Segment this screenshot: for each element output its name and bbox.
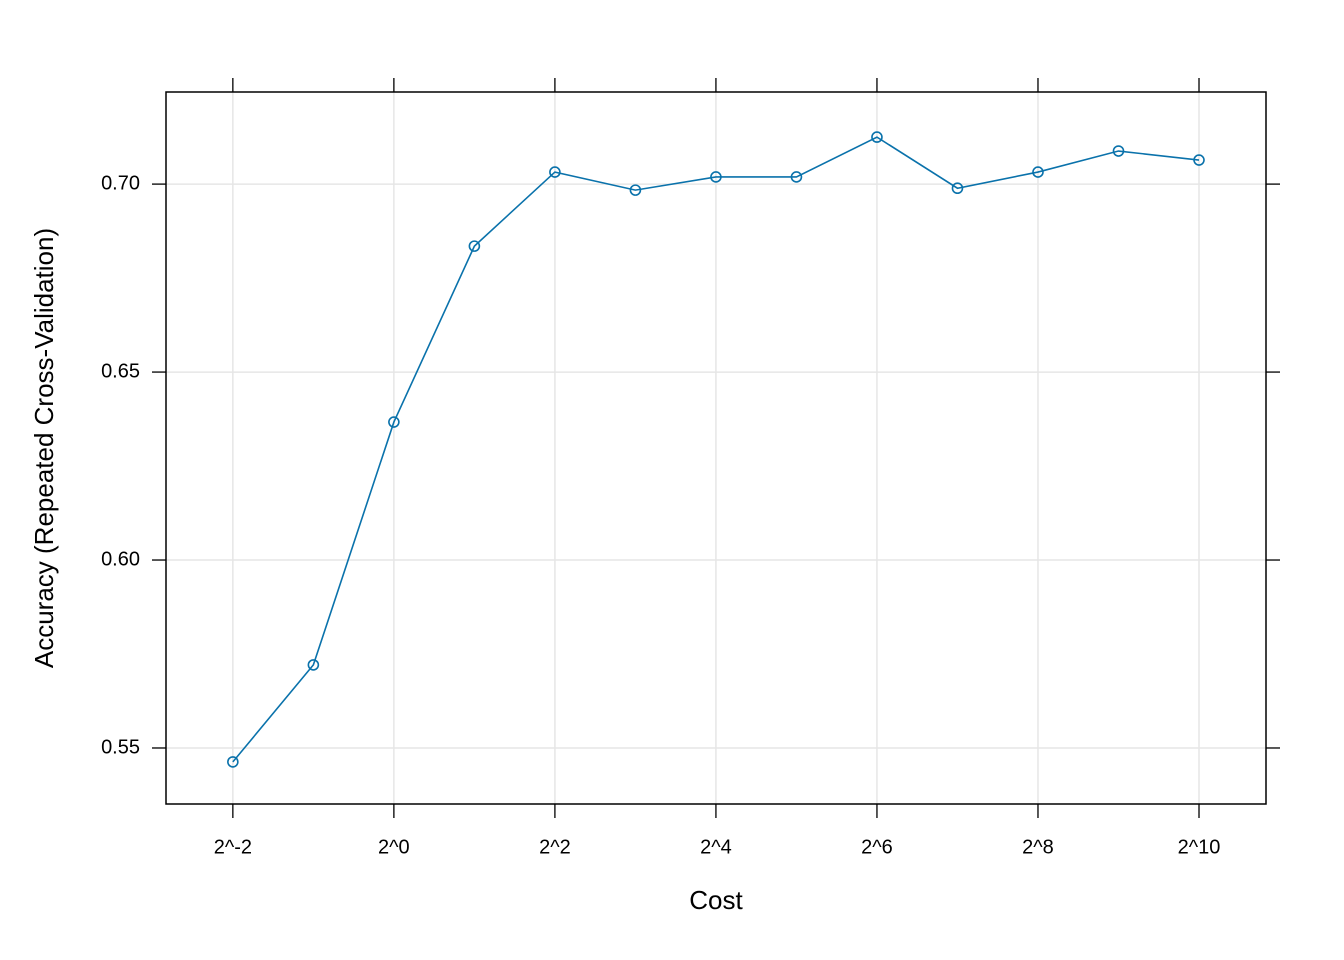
point [710, 171, 722, 183]
y-tick-label: 0.70 [101, 172, 140, 194]
point [1193, 154, 1205, 166]
y-tick-label: 0.60 [101, 548, 140, 570]
point [307, 659, 320, 671]
point [629, 184, 642, 196]
point [871, 131, 883, 143]
line [232, 136, 1200, 763]
plot-frame [165, 91, 1267, 805]
point [227, 756, 239, 768]
x-tick-label: 2^4 [700, 836, 732, 858]
point [1112, 145, 1125, 157]
x-tick-label: 2^8 [1022, 836, 1054, 858]
point [790, 171, 803, 183]
x-tick-label: 2^0 [378, 836, 410, 858]
point [951, 182, 964, 195]
y-axis-label: Accuracy (Repeated Cross-Validation) [29, 228, 59, 668]
point [1032, 166, 1044, 178]
y-tick-label: 0.65 [101, 360, 140, 382]
y-tick-label: 0.55 [101, 736, 140, 758]
x-axis-label: Cost [689, 885, 743, 915]
point [468, 240, 481, 252]
x-tick-label: 2^10 [1178, 836, 1221, 858]
point [549, 166, 561, 178]
x-tick-label: 2^2 [539, 836, 571, 858]
point [388, 416, 400, 428]
x-tick-label: 2^6 [861, 836, 893, 858]
x-tick-label: 2^-2 [214, 836, 252, 858]
